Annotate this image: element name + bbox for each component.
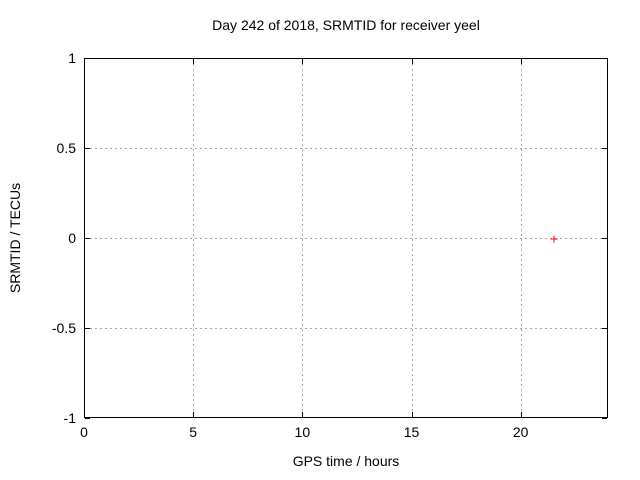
y-tick-mark	[85, 418, 90, 419]
x-tick-mark	[84, 412, 85, 417]
x-tick-mark	[520, 59, 522, 64]
x-tick-mark	[302, 412, 304, 417]
y-tick-mark	[602, 328, 607, 329]
y-tick-mark	[602, 418, 607, 419]
x-tick-mark	[193, 412, 195, 417]
y-tick-label: 0	[68, 230, 76, 246]
x-tick-mark	[193, 59, 195, 64]
y-tick-label: -1	[63, 410, 76, 426]
chart-title: Day 242 of 2018, SRMTID for receiver yee…	[212, 17, 480, 33]
data-point-marker	[550, 235, 558, 243]
y-gridline	[85, 328, 607, 329]
y-tick-mark	[85, 238, 90, 239]
y-tick-label: 0.5	[56, 140, 76, 156]
plot-area	[84, 58, 608, 419]
x-tick-label: 10	[294, 424, 311, 440]
y-tick-mark	[85, 58, 90, 59]
y-tick-mark	[602, 58, 607, 59]
y-tick-mark	[85, 328, 90, 329]
y-tick-mark	[602, 148, 607, 149]
y-gridline	[85, 148, 607, 149]
x-tick-mark	[302, 59, 304, 64]
x-tick-mark	[411, 59, 413, 64]
y-tick-label: 1	[68, 50, 76, 66]
x-tick-mark	[520, 412, 522, 417]
x-tick-label: 0	[80, 424, 88, 440]
x-tick-label: 15	[403, 424, 420, 440]
y-tick-mark	[85, 148, 90, 149]
x-axis-label: GPS time / hours	[292, 453, 400, 469]
x-tick-mark	[411, 412, 413, 417]
y-tick-label: -0.5	[51, 320, 76, 336]
marker-vertical-arm	[553, 235, 555, 243]
y-tick-mark	[602, 238, 607, 239]
x-tick-label: 5	[189, 424, 198, 440]
x-tick-mark	[84, 59, 85, 64]
x-tick-label: 20	[512, 424, 529, 440]
y-gridline	[85, 238, 607, 239]
